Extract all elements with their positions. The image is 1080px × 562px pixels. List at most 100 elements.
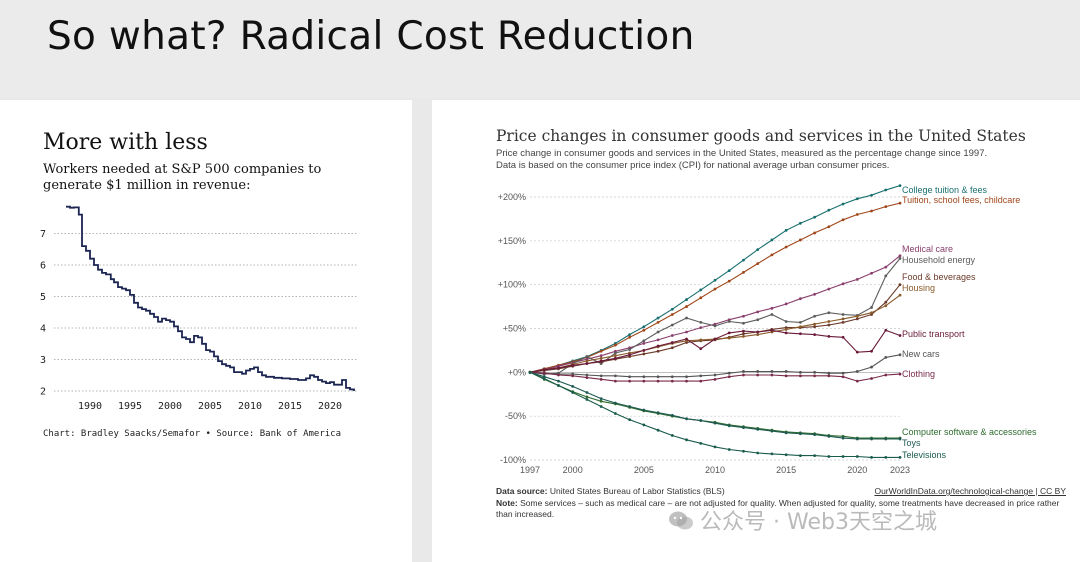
point-new-cars xyxy=(784,370,788,373)
point-televisions xyxy=(685,438,688,442)
end-label-public-transport: Public transport xyxy=(902,329,965,339)
point-household-energy xyxy=(884,274,888,278)
point-new-cars xyxy=(770,370,774,373)
point-public-transport xyxy=(727,331,731,335)
point-televisions xyxy=(699,441,703,445)
point-toys xyxy=(898,437,902,441)
point-public-transport xyxy=(699,347,703,351)
point-tuition-school-fees-childcare xyxy=(756,262,760,266)
point-college-tuition-fees xyxy=(870,193,873,197)
point-housing xyxy=(827,320,831,323)
point-public-transport xyxy=(613,356,617,360)
point-medical-care xyxy=(699,326,703,330)
point-clothing xyxy=(642,379,646,383)
point-televisions xyxy=(557,384,560,387)
point-household-energy xyxy=(613,351,617,355)
point-televisions xyxy=(841,455,845,458)
point-tuition-school-fees-childcare xyxy=(599,349,603,353)
x-tick-label: 1997 xyxy=(520,465,540,475)
point-toys xyxy=(884,437,888,441)
point-toys xyxy=(756,427,760,431)
point-household-energy xyxy=(756,318,760,322)
point-housing xyxy=(855,314,859,318)
point-tuition-school-fees-childcare xyxy=(727,279,731,283)
point-clothing xyxy=(742,373,745,377)
point-new-cars xyxy=(656,375,660,379)
point-toys xyxy=(813,433,817,436)
point-televisions xyxy=(742,449,745,453)
source-text: United States Bureau of Labor Statistics… xyxy=(549,486,725,496)
point-public-transport xyxy=(571,363,575,367)
point-college-tuition-fees xyxy=(884,188,888,192)
point-college-tuition-fees xyxy=(727,269,731,273)
point-household-energy xyxy=(742,321,745,325)
end-label-tuition-school-fees-childcare: Tuition, school fees, childcare xyxy=(902,195,1020,205)
point-food-beverages xyxy=(656,349,660,353)
point-clothing xyxy=(727,375,731,379)
point-tuition-school-fees-childcare xyxy=(827,225,831,229)
point-televisions xyxy=(770,452,774,456)
point-new-cars xyxy=(727,371,731,375)
point-new-cars xyxy=(813,370,817,374)
x-tick-label: 2015 xyxy=(278,401,302,412)
point-public-transport xyxy=(870,349,873,353)
x-tick-label: 2005 xyxy=(198,401,222,412)
point-medical-care xyxy=(685,330,688,334)
point-food-beverages xyxy=(670,346,674,350)
y-tick-label: +0% xyxy=(508,367,526,377)
point-toys xyxy=(727,424,731,428)
point-college-tuition-fees xyxy=(841,202,845,206)
point-toys xyxy=(713,421,717,425)
point-televisions xyxy=(599,405,603,408)
point-televisions xyxy=(813,454,817,458)
point-toys xyxy=(855,437,859,441)
point-household-energy xyxy=(841,313,845,316)
point-toys xyxy=(784,431,788,435)
point-clothing xyxy=(585,376,589,379)
point-food-beverages xyxy=(884,300,888,304)
y-tick-label: +150% xyxy=(498,236,526,246)
point-housing xyxy=(798,325,802,329)
point-food-beverages xyxy=(841,320,845,324)
point-computer-software-accessories xyxy=(599,399,603,403)
point-clothing xyxy=(685,379,688,383)
owid-link[interactable]: OurWorldInData.org/technological-change … xyxy=(874,486,1066,497)
point-housing xyxy=(613,354,617,358)
point-household-energy xyxy=(898,256,902,260)
point-public-transport xyxy=(784,331,788,335)
point-college-tuition-fees xyxy=(699,288,703,292)
point-clothing xyxy=(784,374,788,378)
series-line-public-transport xyxy=(529,329,901,373)
point-college-tuition-fees xyxy=(670,307,674,311)
point-housing xyxy=(884,304,888,308)
point-clothing xyxy=(827,374,831,378)
point-medical-care xyxy=(898,254,902,258)
point-toys xyxy=(827,434,831,438)
point-college-tuition-fees xyxy=(642,325,646,329)
point-toys xyxy=(585,391,589,394)
right-chart-subtitle: Price change in consumer goods and servi… xyxy=(496,148,988,171)
point-clothing xyxy=(884,373,888,377)
point-televisions xyxy=(884,455,888,459)
point-household-energy xyxy=(585,355,589,358)
point-household-energy xyxy=(784,320,788,323)
point-housing xyxy=(784,327,788,331)
point-public-transport xyxy=(585,362,589,365)
point-college-tuition-fees xyxy=(656,316,660,320)
point-new-cars xyxy=(699,374,703,378)
point-household-energy xyxy=(727,320,731,323)
point-new-cars xyxy=(585,373,589,377)
point-televisions xyxy=(585,398,589,401)
link-separator: | xyxy=(1033,486,1041,496)
point-household-energy xyxy=(642,339,646,343)
series-line-workers xyxy=(66,205,355,391)
point-toys xyxy=(599,397,603,401)
point-public-transport xyxy=(841,335,845,339)
license-link[interactable]: CC BY xyxy=(1040,486,1066,496)
point-tuition-school-fees-childcare xyxy=(841,218,845,222)
point-computer-software-accessories xyxy=(585,395,589,399)
point-medical-care xyxy=(784,302,788,306)
point-food-beverages xyxy=(742,332,745,336)
owid-link-text[interactable]: OurWorldInData.org/technological-change xyxy=(874,486,1034,496)
point-televisions xyxy=(827,455,831,458)
